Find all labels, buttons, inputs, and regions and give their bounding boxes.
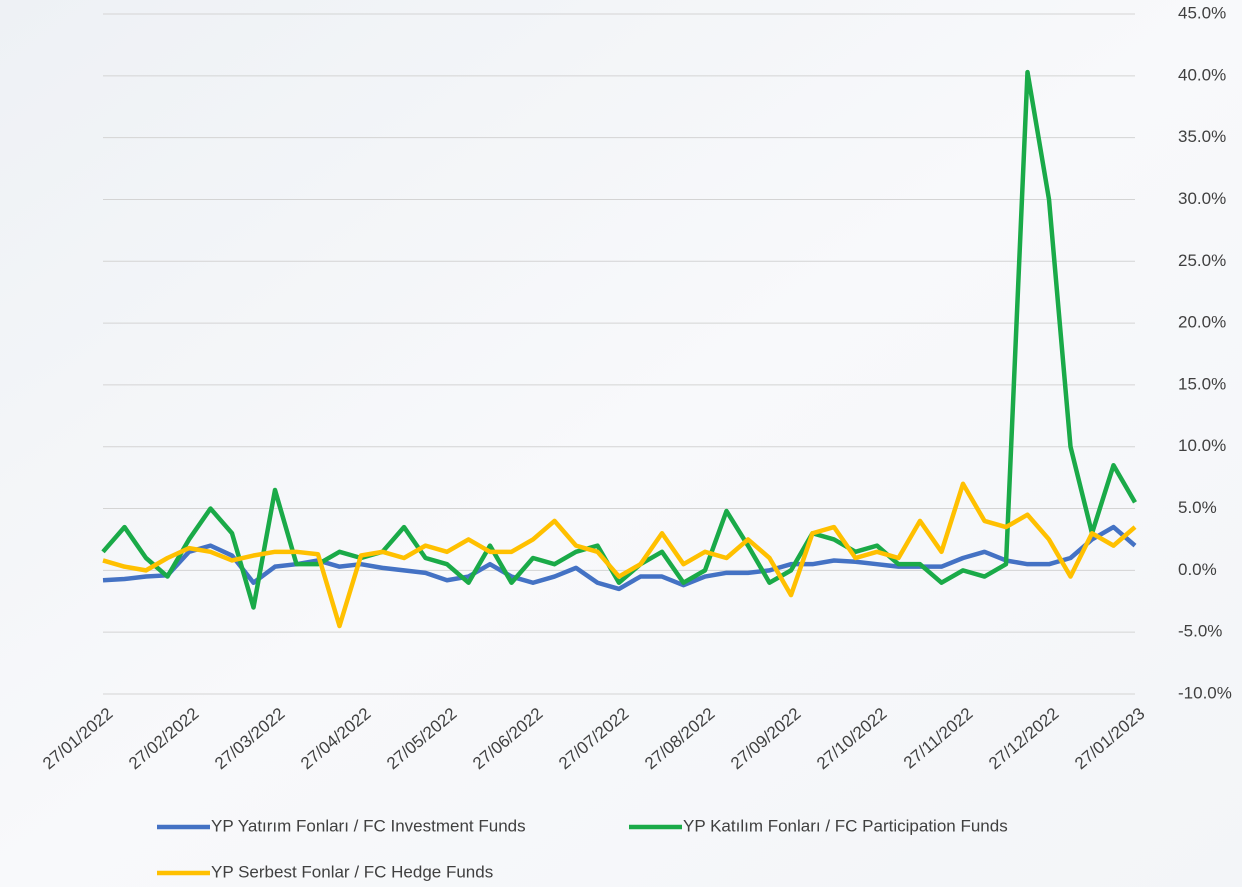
y-tick-label: -10.0% [1178,683,1232,702]
y-tick-label: -5.0% [1178,622,1222,641]
y-tick-label: 0.0% [1178,560,1217,579]
y-tick-label: 30.0% [1178,189,1226,208]
y-tick-label: 35.0% [1178,127,1226,146]
legend-label: YP Serbest Fonlar / FC Hedge Funds [211,862,493,881]
legend-label: YP Yatırım Fonları / FC Investment Funds [211,816,526,835]
y-tick-label: 40.0% [1178,65,1226,84]
y-tick-label: 5.0% [1178,498,1217,517]
y-tick-label: 25.0% [1178,251,1226,270]
y-tick-label: 20.0% [1178,313,1226,332]
y-tick-label: 45.0% [1178,3,1226,22]
line-series [101,69,1137,610]
legend-label: YP Katılım Fonları / FC Participation Fu… [683,816,1008,835]
y-tick-label: 10.0% [1178,436,1226,455]
y-tick-label: 15.0% [1178,374,1226,393]
line-series [102,481,1137,629]
line-series [102,524,1137,592]
